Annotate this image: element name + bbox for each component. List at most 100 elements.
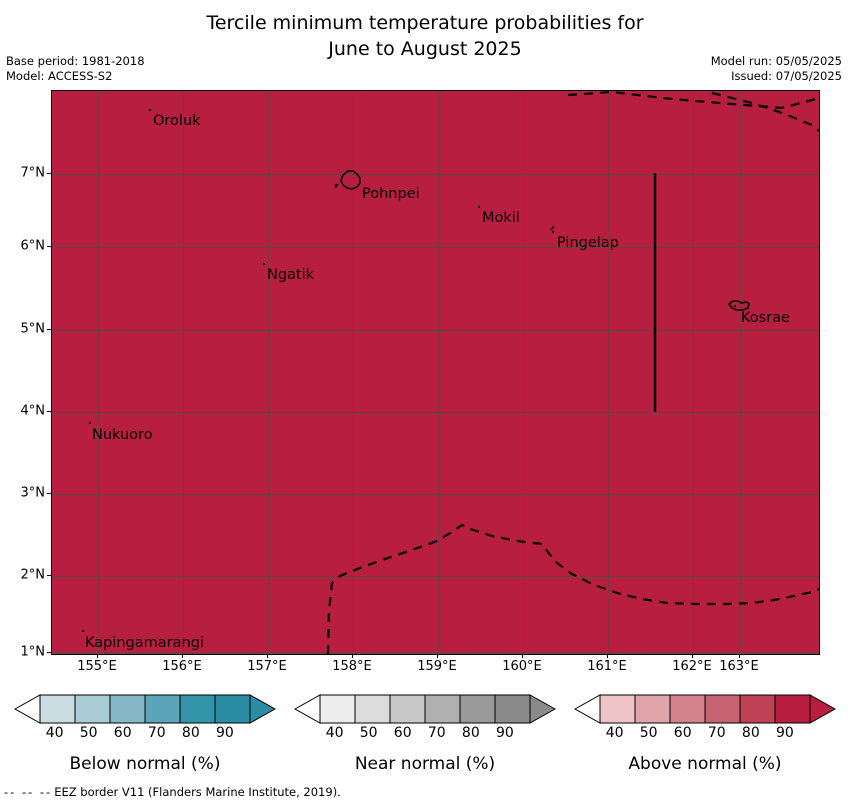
- x-tick-mark: [692, 654, 693, 658]
- gridline-vertical: [608, 91, 609, 654]
- place-marker-oroluk: [149, 109, 151, 111]
- colorbar-tick-label: 70: [427, 725, 446, 741]
- x-tick-mark: [522, 654, 523, 658]
- colorbar-segment: [179, 694, 216, 724]
- colorbar-below-normal: 40 50 60 70 80 90: [14, 694, 276, 743]
- x-tick-mark: [607, 654, 608, 658]
- colorbar-tick-label: 70: [147, 725, 166, 741]
- colorbar-segment: [74, 694, 111, 724]
- colorbar-swatches: [14, 694, 276, 724]
- eez-border-northeast: [711, 91, 819, 132]
- y-tick-mark: [47, 411, 51, 412]
- y-tick-mark: [47, 575, 51, 576]
- eez-border-north: [567, 91, 819, 110]
- colorbar-swatches: [294, 694, 556, 724]
- gridline-horizontal: [52, 494, 819, 495]
- colorbar-title: Near normal (%): [354, 754, 496, 774]
- x-tick-mark: [352, 654, 353, 658]
- place-marker-pingelap: [552, 231, 554, 233]
- colorbar-tick-label: 60: [113, 725, 132, 741]
- place-marker-nukuoro: [89, 422, 91, 424]
- place-marker-pohnpei: [335, 184, 337, 186]
- colorbar-segment: [109, 694, 146, 724]
- colorbar-tick-label: 60: [393, 725, 412, 741]
- colorbar-tick-row: 40 50 60 70 80 90: [14, 725, 276, 743]
- y-tick-label: 5°N: [20, 321, 46, 337]
- island-kosrae: [727, 300, 750, 311]
- colorbar-tick-label: 60: [673, 725, 692, 741]
- y-tick-mark: [47, 652, 51, 653]
- place-marker-kosrae: [734, 305, 736, 307]
- gridline-horizontal: [52, 412, 819, 413]
- colorbar-tick-label: 80: [461, 725, 480, 741]
- y-tick-label: 6°N: [20, 238, 46, 254]
- place-label-pohnpei: Pohnpei: [362, 186, 420, 202]
- x-tick-label: 159°E: [417, 659, 457, 674]
- map-plot-area[interactable]: Oroluk Pohnpei Mokil Pingelap Ngatik Kosrae Nu…: [51, 90, 820, 655]
- y-tick-mark: [47, 173, 51, 174]
- gridline-vertical: [438, 91, 439, 654]
- eez-dash-sample: -- -- --: [4, 785, 53, 799]
- place-marker-kapingamarangi: [82, 630, 84, 632]
- colorbar-tick-label: 50: [79, 725, 98, 741]
- gridline-horizontal: [52, 174, 819, 175]
- x-tick-label: 161°E: [587, 659, 627, 674]
- y-tick-mark: [47, 493, 51, 494]
- y-tick-label: 7°N: [20, 165, 46, 181]
- y-tick-label: 3°N: [20, 485, 46, 501]
- place-label-ngatik: Ngatik: [267, 267, 315, 283]
- colorbar-segment: [494, 694, 531, 724]
- gridline-vertical: [740, 91, 741, 654]
- page-title: Tercile minimum temperature probabilitie…: [0, 10, 850, 62]
- footer-note: -- -- -- EEZ border V11 (Flanders Marine …: [4, 785, 341, 799]
- x-tick-label: 156°E: [162, 659, 202, 674]
- x-tick-mark: [97, 654, 98, 658]
- colorbar-under-arrow: [294, 694, 321, 724]
- x-tick-label: 160°E: [502, 659, 542, 674]
- colorbar-tick-label: 90: [775, 725, 794, 741]
- colorbar-tick-row: 40 50 60 70 80 90: [294, 725, 556, 743]
- colorbar-under-arrow: [574, 694, 601, 724]
- x-tick-mark: [182, 654, 183, 658]
- place-label-nukuoro: Nukuoro: [92, 427, 153, 443]
- gridline-horizontal: [52, 330, 819, 331]
- gridline-vertical: [268, 91, 269, 654]
- x-tick-label: 162°E: [672, 659, 712, 674]
- island-pohnpei: [340, 170, 361, 190]
- colorbar-swatches: [574, 694, 836, 724]
- colorbar-segment: [669, 694, 706, 724]
- place-marker-mokil: [478, 206, 480, 208]
- x-tick-label: 163°E: [719, 659, 759, 674]
- colorbar-tick-label: 90: [215, 725, 234, 741]
- colorbar-tick-label: 40: [325, 725, 344, 741]
- colorbar-over-arrow: [809, 694, 836, 724]
- gridline-vertical: [353, 91, 354, 654]
- gridline-vertical: [98, 91, 99, 654]
- x-tick-label: 158°E: [332, 659, 372, 674]
- colorbar-segment: [459, 694, 496, 724]
- colorbar-segment: [704, 694, 741, 724]
- colorbar-segment: [214, 694, 251, 724]
- y-tick-label: 4°N: [20, 403, 46, 419]
- place-label-kapingamarangi: Kapingamarangi: [85, 635, 204, 651]
- metadata-left: Base period: 1981-2018 Model: ACCESS-S2: [6, 54, 145, 83]
- x-tick-mark: [739, 654, 740, 658]
- colorbar-segment: [634, 694, 671, 724]
- colorbar-under-arrow: [14, 694, 41, 724]
- colorbar-segment: [739, 694, 776, 724]
- colorbar-tick-label: 50: [639, 725, 658, 741]
- footer-text: EEZ border V11 (Flanders Marine Institut…: [54, 785, 341, 799]
- gridline-horizontal: [52, 247, 819, 248]
- y-tick-label: 2°N: [20, 567, 46, 583]
- gridline-horizontal: [52, 653, 819, 654]
- title-line-1: Tercile minimum temperature probabilitie…: [206, 12, 644, 34]
- colorbar-segment: [354, 694, 391, 724]
- colorbar-segment: [319, 694, 356, 724]
- eez-border-south: [326, 523, 819, 654]
- colorbar-tick-label: 80: [741, 725, 760, 741]
- gridline-vertical: [523, 91, 524, 654]
- colorbar-over-arrow: [529, 694, 556, 724]
- colorbar-tick-label: 80: [181, 725, 200, 741]
- colorbar-tick-label: 50: [359, 725, 378, 741]
- colorbar-segment: [39, 694, 76, 724]
